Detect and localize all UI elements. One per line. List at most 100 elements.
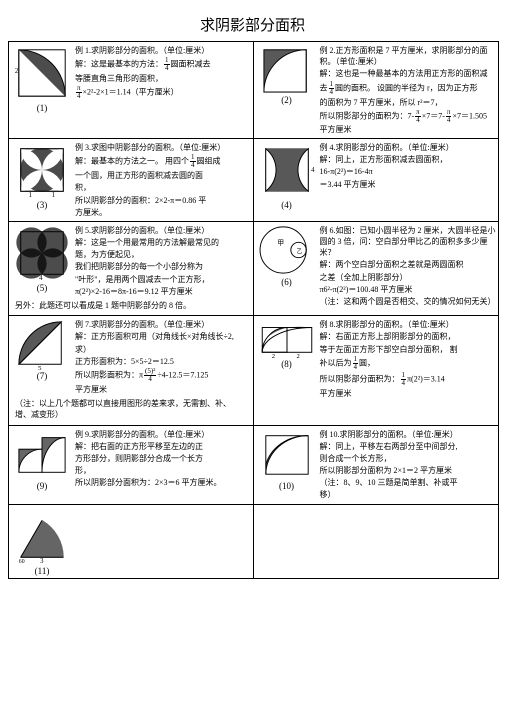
ex3-p4: 所以阴影部分的面积：2×2-π＝0.86 平 [75,195,251,206]
body-11 [73,507,251,576]
ex2-p1: 解：这也是一种最基本的方法用正方形的面积减 [320,68,497,79]
row-6: 60 3 (11) [9,505,498,578]
fig-num-2: (2) [281,95,292,105]
ex8-p2: 等于左面正方形下部空白部分面积， 割 [320,344,497,355]
fig-num-3: (3) [37,200,48,210]
row-4: 5 (7) 例 7.求阴影部分的面积。（单位:厘米） 解：正方形面积可用（对角线… [9,316,498,425]
figure-10: (10) [256,428,318,502]
page: 求阴影部分面积 2 (1) 例 1.求阴影部分的面积。（单位:厘米） 解：这是最… [0,0,505,589]
ex1-title: 例 1.求阴影部分的面积。（单位:厘米） [75,45,251,56]
ex1-p2: 等腰直角三角形的面积， [75,73,251,84]
cell-3: 11 (3) 例 3.求图中阴影部分的面积。（单位:厘米） 解：最基本的方法之一… [9,139,254,221]
ex2-p3: 的面积为 7 平方厘米，所以 r²＝7， [320,97,497,108]
cell-2: (2) 例 2.正方形面积是 7 平方厘米，求阴影部分的面积。（单位:厘米） 解… [254,42,499,138]
svg-text:5: 5 [38,365,42,370]
ex9-p1: 解：把右面的正方形平移至左边的正 [75,441,251,452]
ex1-p1: 解：这是最基本的方法：14圆面积减去 [75,57,251,72]
cell-6: 甲 乙 (6) 例 6.如图：已知小圆半径为 2 厘米，大圆半径是小圆的 3 倍… [254,222,499,315]
figure-8: 22 (8) [256,318,318,422]
svg-text:4: 4 [311,167,315,174]
ex2-p4: 所以阴影部分的面积为：7-π4×7＝7-π4×7＝1.505 平方厘米 [320,109,497,135]
figure-1: 2 (1) [11,44,73,136]
row-2: 11 (3) 例 3.求图中阴影部分的面积。（单位:厘米） 解：最基本的方法之一… [9,139,498,222]
ex7-p1: 解：正方形面积可用（对角线长×对角线长÷2, [75,331,251,342]
ex5-p3: 我们把阴影部分的每一个小部分称为 [75,261,251,272]
ex7-title: 例 7.求阴影部分的面积。（单位:厘米） [75,319,251,330]
svg-text:2: 2 [296,353,299,358]
svg-text:3: 3 [40,558,44,565]
cell-4: 4 (4) 例 4.求阴影部分的面积。（单位:厘米） 解：同上，正方形面积减去圆… [254,139,499,221]
ex4-title: 例 4.求阴影部分的面积。（单位:厘米） [320,142,497,153]
svg-text:甲: 甲 [277,239,284,247]
ex7-p3: 正方形面积为：5×5÷2＝12.5 [75,356,251,367]
fig-num-10: (10) [279,481,294,491]
cell-7: 5 (7) 例 7.求阴影部分的面积。（单位:厘米） 解：正方形面积可用（对角线… [9,316,254,424]
fig-num-5: (5) [37,283,48,293]
body-4: 例 4.求阴影部分的面积。（单位:厘米） 解：同上，正方形面积减去圆面积， 16… [318,141,497,219]
ex9-p3: 形， [75,465,251,476]
figure-6: 甲 乙 (6) [256,224,318,313]
ex5-p1: 解：这是一个用最常用的方法解最常见的 [75,237,251,248]
ex7-p2: 求） [75,344,251,355]
ex5-note: 另外：此题还可以看成是 1 题中阴影部分的 8 倍。 [11,298,251,313]
figure-2: (2) [256,44,318,136]
row-1: 2 (1) 例 1.求阴影部分的面积。（单位:厘米） 解：这是最基本的方法：14… [9,42,498,139]
ex8-p4: 所以阴影部分面积为：14π(2²)＝3.14 [320,372,497,387]
cell-1: 2 (1) 例 1.求阴影部分的面积。（单位:厘米） 解：这是最基本的方法：14… [9,42,254,138]
ex9-title: 例 9.求阴影部分的面积。（单位:厘米） [75,429,251,440]
fig-num-9: (9) [37,481,48,491]
ex3-p3: 积， [75,182,251,193]
ex3-title: 例 3.求图中阴影部分的面积。（单位:厘米） [75,142,251,153]
ex3-p1: 解：最基本的方法之一。 用四个14圆组成 [75,154,251,169]
body-2: 例 2.正方形面积是 7 平方厘米，求阴影部分的面积。（单位:厘米） 解：这也是… [318,44,497,136]
ex6-p1: 解：两个空白部分面积之差就是两圆面积 [320,259,497,270]
fig-num-6: (6) [281,277,292,287]
figure-4: 4 (4) [256,141,318,219]
fig-num-8: (8) [281,359,292,369]
ex2-p2: 去14圆的面积。 设圆的半径为 r，因为正方形 [320,81,497,96]
body-3: 例 3.求图中阴影部分的面积。（单位:厘米） 解：最基本的方法之一。 用四个14… [73,141,251,219]
body-7: 例 7.求阴影部分的面积。（单位:厘米） 解：正方形面积可用（对角线长×对角线长… [73,318,251,396]
fig-num-1: (1) [37,103,48,113]
ex10-p1: 解：同上，平移左右两部分至中间部分, [320,441,497,452]
figure-5: 4 (5) [11,224,73,298]
body-8: 例 8.求阴影部分的面积。（单位:厘米） 解：右面正方形上部阴影部分的面积， 等… [318,318,497,422]
cell-9: (9) 例 9.求阴影部分的面积。（单位:厘米） 解：把右面的正方形平移至左边的… [9,426,254,504]
ex6-title: 例 6.如图：已知小圆半径为 2 厘米，大圆半径是小圆的 3 倍，问：空白部分甲… [320,225,497,259]
ex3-p2: 一个圆，用正方形的面积减去圆的面 [75,170,251,181]
row-5: (9) 例 9.求阴影部分的面积。（单位:厘米） 解：把右面的正方形平移至左边的… [9,426,498,505]
ex1-p3: π4×2²-2×1＝1.14（平方厘米） [75,85,251,100]
svg-text:60: 60 [19,559,25,565]
ex10-title: 例 10.求阴影部分的面积。（单位:厘米） [320,429,497,440]
ex5-p4: "叶形"，是用两个圆减去一个正方形， [75,274,251,285]
body-9: 例 9.求阴影部分的面积。（单位:厘米） 解：把右面的正方形平移至左边的正 方形… [73,428,251,502]
fig-num-4: (4) [281,200,292,210]
ex6-p2: 之差（全加上阴影部分） [320,272,497,283]
ex5-title: 例 5.求阴影部分的面积。（单位:厘米） [75,225,251,236]
ex10-p5: 移） [320,489,497,500]
cell-10: (10) 例 10.求阴影部分的面积。（单位:厘米） 解：同上，平移左右两部分至… [254,426,499,504]
ex7-p5: 平方厘米 [75,384,251,395]
figure-9: (9) [11,428,73,502]
ex6-p3: π6²-π(2²)＝100.48 平方厘米 [320,284,497,295]
page-title: 求阴影部分面积 [8,14,497,35]
ex7-p4: 所以阴影面积为：π(5)²4÷4-12.5＝7.125 [75,368,251,383]
figure-7: 5 (7) [11,318,73,396]
ex8-p1: 解：右面正方形上部阴影部分的面积， [320,331,497,342]
ex10-p2: 则合成一个长方形， [320,453,497,464]
ex5-p2: 题，为方便起见， [75,249,251,260]
row-3: 4 (5) 例 5.求阴影部分的面积。（单位:厘米） 解：这是一个用最常用的方法… [9,222,498,316]
ex10-p3: 所以阴影部分面积为 2×1＝2 平方厘米 [320,465,497,476]
svg-text:4: 4 [39,275,43,282]
body-10: 例 10.求阴影部分的面积。（单位:厘米） 解：同上，平移左右两部分至中间部分,… [318,428,497,502]
fig-num-7: (7) [37,371,48,381]
ex10-p4: （注：8、9、10 三题是简单割、补或平 [320,477,497,488]
body-6: 例 6.如图：已知小圆半径为 2 厘米，大圆半径是小圆的 3 倍，问：空白部分甲… [318,224,497,313]
cell-12 [254,505,499,578]
ex8-p3: 补以后为14圆， [320,356,497,371]
ex4-p2: 16-π(2²)＝16-4π [320,166,497,177]
cell-5: 4 (5) 例 5.求阴影部分的面积。（单位:厘米） 解：这是一个用最常用的方法… [9,222,254,315]
svg-text:乙: 乙 [296,248,302,255]
fig-num-11: (11) [35,566,50,576]
ex2-title: 例 2.正方形面积是 7 平方厘米，求阴影部分的面积。（单位:厘米） [320,45,497,67]
